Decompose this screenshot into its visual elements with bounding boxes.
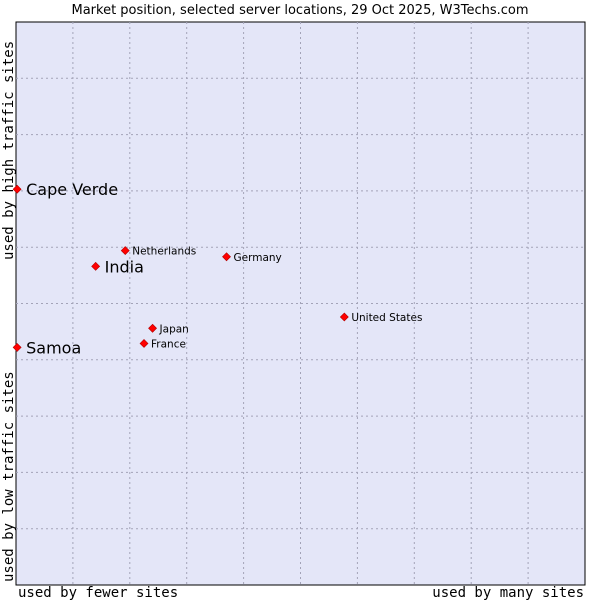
chart-title: Market position, selected server locatio… — [71, 3, 528, 18]
grid-lines — [16, 22, 585, 585]
data-points: Cape Verde Netherlands Germany India United … — [12, 180, 422, 357]
x-axis-label-left: used by fewer sites — [18, 585, 178, 600]
point-germany — [222, 252, 231, 262]
point-label-netherlands: Netherlands — [132, 246, 196, 258]
y-axis-label-top: used by high traffic sites — [1, 41, 17, 260]
point-label-india: India — [105, 257, 144, 276]
point-cape-verde — [12, 184, 22, 194]
point-label-samoa: Samoa — [26, 338, 81, 357]
point-netherlands — [120, 246, 130, 256]
point-japan — [148, 323, 157, 333]
point-label-japan: Japan — [159, 323, 189, 335]
point-united-states — [339, 312, 349, 322]
y-axis-label-bottom: used by low traffic sites — [1, 371, 17, 582]
point-samoa — [12, 342, 22, 352]
point-label-cape-verde: Cape Verde — [26, 180, 118, 199]
point-label-germany: Germany — [234, 252, 282, 264]
point-label-united-states: United States — [351, 312, 422, 324]
x-axis-label-right: used by many sites — [432, 585, 584, 600]
point-india — [91, 261, 101, 271]
point-label-france: France — [151, 338, 186, 350]
point-france — [139, 339, 149, 348]
